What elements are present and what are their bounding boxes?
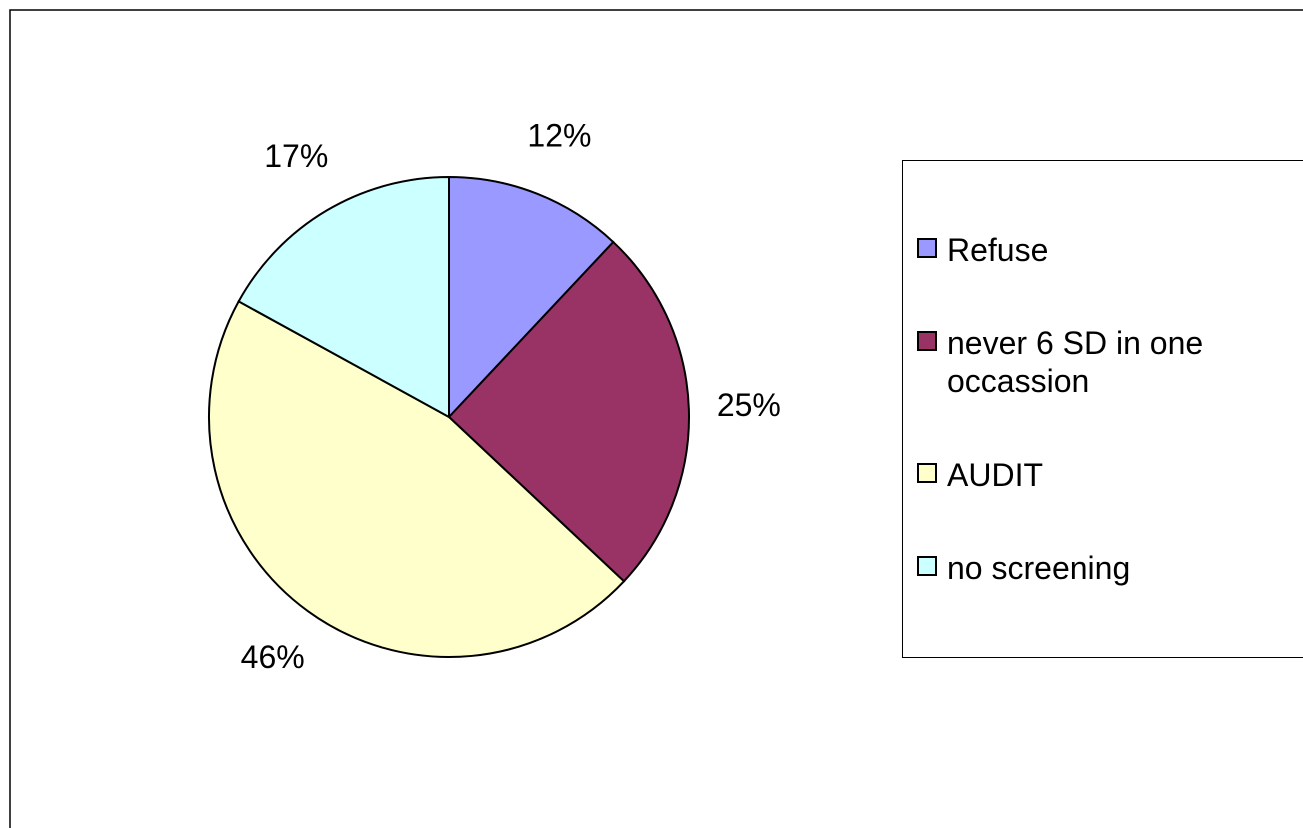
- legend-label: never 6 SD in one occassion: [947, 325, 1204, 400]
- legend-swatch: [917, 331, 937, 352]
- data-label: 12%: [527, 118, 591, 154]
- legend: Refuse never 6 SD in one occassion AUDIT no…: [902, 160, 1303, 658]
- legend-label: AUDIT: [947, 456, 1043, 493]
- pie-slice: [237, 175, 450, 419]
- data-label: 25%: [717, 387, 781, 423]
- legend-swatch: [917, 237, 937, 258]
- legend-label: Refuse: [947, 231, 1049, 268]
- pie-slice: [208, 300, 626, 658]
- legend-label: no screening: [947, 550, 1131, 587]
- legend-item: AUDIT: [903, 456, 1303, 494]
- legend-item: Refuse: [903, 231, 1303, 269]
- pie-slice: [448, 175, 615, 420]
- legend-item: never 6 SD in one occassion: [903, 324, 1303, 400]
- data-label: 46%: [241, 639, 305, 675]
- legend-swatch: [917, 556, 937, 577]
- legend-item: no screening: [903, 549, 1303, 587]
- legend-swatch: [917, 462, 937, 483]
- pie-slice: [447, 240, 690, 583]
- data-label: 17%: [264, 138, 328, 174]
- chart-border: [9, 9, 1303, 828]
